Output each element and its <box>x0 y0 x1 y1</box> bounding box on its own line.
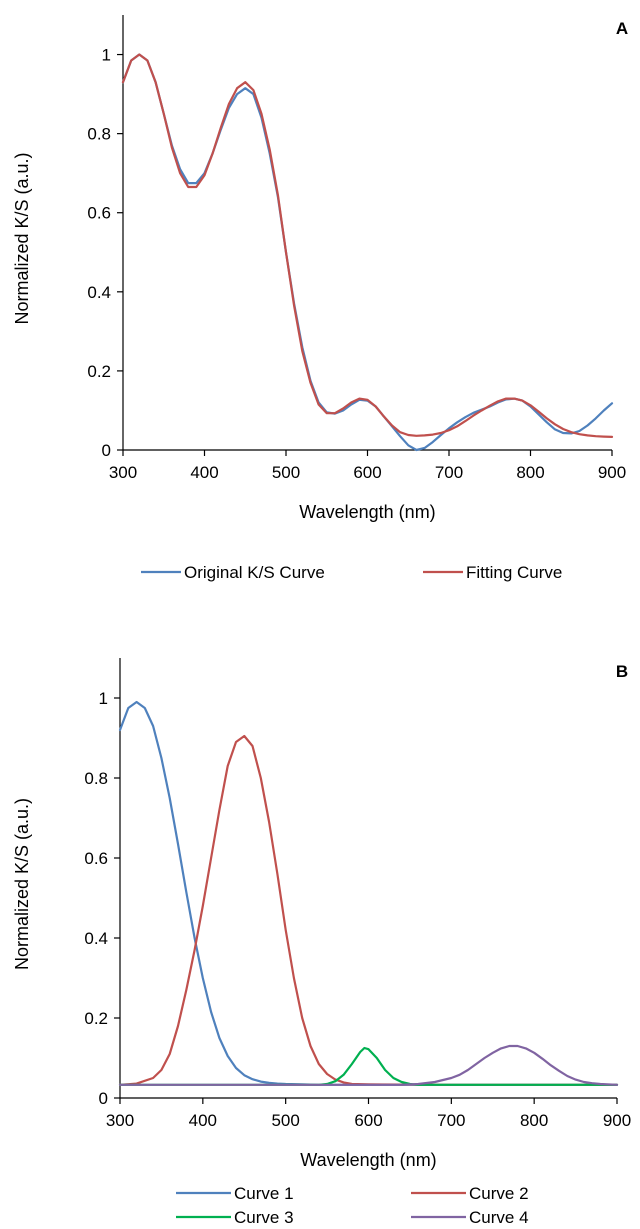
series-line-1 <box>121 53 614 452</box>
y-tick-label: 0.2 <box>84 1009 108 1028</box>
chart-panel-b: 0 0.2 0.4 0.6 0.8 1 300 400 500 600 700 800 900 Wavel… <box>12 658 631 1227</box>
x-tick-label: 300 <box>109 463 137 482</box>
y-tick-label: 0.4 <box>84 929 108 948</box>
series-line-1 <box>118 700 619 1086</box>
legend-label: Original K/S Curve <box>184 563 325 582</box>
x-axis-title: Wavelength (nm) <box>299 502 435 522</box>
y-tick-label: 1 <box>99 689 108 708</box>
x-tick-label: 900 <box>598 463 626 482</box>
y-axis-title: Normalized K/S (a.u.) <box>12 798 32 970</box>
x-tick-label: 400 <box>190 463 218 482</box>
y-tick-label: 0.2 <box>87 362 111 381</box>
x-tick-label: 800 <box>520 1111 548 1130</box>
y-tick-label: 0.8 <box>87 125 111 144</box>
x-tick-label: 500 <box>271 1111 299 1130</box>
y-tick-label: 1 <box>102 46 111 65</box>
y-axis-title: Normalized K/S (a.u.) <box>12 152 32 324</box>
chart-panel-a: 0 0.2 0.4 0.6 0.8 1 300 400 500 600 700 800 900 Wavel… <box>12 15 628 582</box>
y-tick-label: 0.6 <box>84 849 108 868</box>
x-tick-label: 600 <box>354 1111 382 1130</box>
y-tick-label: 0.4 <box>87 283 111 302</box>
y-tick-label: 0.8 <box>84 769 108 788</box>
x-tick-label: 600 <box>353 463 381 482</box>
x-tick-label: 900 <box>603 1111 631 1130</box>
x-tick-label: 400 <box>189 1111 217 1130</box>
legend-label: Curve 2 <box>469 1184 529 1203</box>
legend-label: Fitting Curve <box>466 563 562 582</box>
legend-label: Curve 4 <box>469 1208 529 1227</box>
panel-label: B <box>616 662 628 681</box>
series-line-2 <box>118 734 619 1086</box>
series-line-4 <box>118 1044 619 1086</box>
x-tick-label: 300 <box>106 1111 134 1130</box>
series-line-2 <box>121 53 614 438</box>
y-tick-label: 0 <box>102 441 111 460</box>
y-tick-label: 0 <box>99 1089 108 1108</box>
x-tick-label: 700 <box>437 1111 465 1130</box>
legend-label: Curve 1 <box>234 1184 294 1203</box>
x-tick-label: 700 <box>435 463 463 482</box>
panel-label: A <box>616 19 628 38</box>
x-tick-label: 500 <box>272 463 300 482</box>
legend-label: Curve 3 <box>234 1208 294 1227</box>
x-tick-label: 800 <box>516 463 544 482</box>
y-tick-label: 0.6 <box>87 204 111 223</box>
x-axis-title: Wavelength (nm) <box>300 1150 436 1170</box>
series-line-3 <box>118 1046 619 1086</box>
